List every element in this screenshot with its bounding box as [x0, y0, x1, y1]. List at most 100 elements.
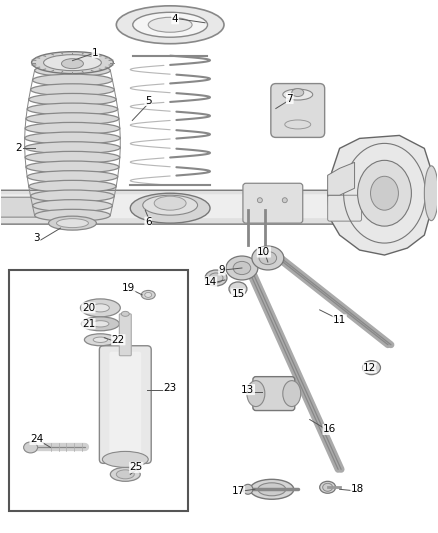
Text: 24: 24	[30, 434, 43, 445]
Ellipse shape	[259, 252, 277, 264]
Text: 12: 12	[363, 362, 376, 373]
Ellipse shape	[25, 142, 120, 154]
Text: 9: 9	[219, 265, 225, 275]
Ellipse shape	[49, 216, 96, 230]
FancyBboxPatch shape	[0, 197, 59, 217]
Text: 11: 11	[333, 315, 346, 325]
Ellipse shape	[29, 93, 116, 106]
Ellipse shape	[133, 12, 208, 37]
Ellipse shape	[229, 282, 247, 296]
Text: 6: 6	[145, 217, 152, 227]
Ellipse shape	[117, 470, 134, 479]
Text: 13: 13	[241, 385, 254, 394]
Ellipse shape	[117, 6, 224, 44]
FancyBboxPatch shape	[0, 194, 342, 218]
Ellipse shape	[61, 59, 83, 69]
Text: 21: 21	[82, 319, 95, 329]
Ellipse shape	[24, 442, 38, 453]
Ellipse shape	[121, 311, 129, 317]
Ellipse shape	[371, 176, 399, 210]
Ellipse shape	[233, 261, 251, 274]
Ellipse shape	[247, 381, 265, 407]
Ellipse shape	[85, 334, 117, 346]
Ellipse shape	[26, 113, 119, 125]
Text: 19: 19	[122, 283, 135, 293]
FancyBboxPatch shape	[328, 195, 361, 221]
Ellipse shape	[32, 200, 113, 212]
Ellipse shape	[424, 166, 438, 221]
Text: 5: 5	[145, 95, 152, 106]
Ellipse shape	[25, 151, 120, 164]
Ellipse shape	[283, 198, 287, 203]
Text: 17: 17	[231, 486, 244, 496]
Ellipse shape	[205, 270, 227, 286]
Ellipse shape	[27, 171, 118, 183]
Text: 1: 1	[92, 47, 99, 58]
Ellipse shape	[252, 246, 284, 270]
Ellipse shape	[32, 74, 113, 86]
Ellipse shape	[226, 256, 258, 280]
Text: 23: 23	[163, 383, 177, 393]
Ellipse shape	[243, 484, 253, 494]
Text: 16: 16	[323, 424, 336, 434]
FancyBboxPatch shape	[99, 346, 151, 463]
Ellipse shape	[102, 451, 148, 467]
Ellipse shape	[81, 299, 120, 317]
Ellipse shape	[143, 195, 198, 215]
Ellipse shape	[27, 103, 118, 115]
Text: 18: 18	[351, 484, 364, 494]
Ellipse shape	[110, 467, 140, 481]
FancyBboxPatch shape	[253, 377, 295, 410]
Ellipse shape	[141, 290, 155, 300]
Ellipse shape	[31, 84, 114, 96]
Ellipse shape	[145, 293, 152, 297]
Ellipse shape	[35, 209, 110, 221]
Ellipse shape	[292, 88, 304, 96]
Text: 25: 25	[130, 462, 143, 472]
Ellipse shape	[81, 317, 119, 331]
FancyBboxPatch shape	[119, 314, 131, 356]
FancyBboxPatch shape	[243, 183, 303, 223]
Bar	[9, 270, 188, 511]
Polygon shape	[328, 135, 431, 255]
Ellipse shape	[258, 483, 286, 496]
Ellipse shape	[357, 160, 411, 226]
Ellipse shape	[25, 132, 120, 144]
Ellipse shape	[323, 483, 332, 491]
Ellipse shape	[250, 479, 294, 499]
Polygon shape	[328, 163, 355, 195]
Text: 15: 15	[231, 289, 244, 299]
Ellipse shape	[154, 196, 186, 210]
FancyBboxPatch shape	[110, 352, 141, 455]
FancyBboxPatch shape	[271, 84, 325, 138]
Ellipse shape	[258, 198, 262, 203]
Ellipse shape	[320, 481, 336, 493]
Text: 20: 20	[82, 303, 95, 313]
Ellipse shape	[26, 161, 119, 173]
Ellipse shape	[92, 304, 110, 312]
Text: 3: 3	[33, 233, 40, 243]
Text: 4: 4	[172, 14, 178, 24]
Ellipse shape	[93, 337, 108, 343]
Ellipse shape	[283, 381, 301, 407]
Text: 2: 2	[15, 143, 22, 154]
FancyBboxPatch shape	[0, 190, 360, 224]
Ellipse shape	[130, 193, 210, 223]
Ellipse shape	[92, 321, 109, 327]
Ellipse shape	[32, 52, 113, 74]
Text: 10: 10	[257, 247, 270, 257]
Ellipse shape	[363, 361, 381, 375]
Ellipse shape	[209, 273, 223, 283]
Ellipse shape	[35, 64, 110, 76]
Text: 14: 14	[203, 277, 217, 287]
Text: 22: 22	[112, 335, 125, 345]
Text: 7: 7	[286, 93, 293, 103]
Ellipse shape	[31, 190, 114, 202]
Ellipse shape	[57, 219, 88, 228]
Ellipse shape	[283, 89, 313, 100]
Ellipse shape	[29, 180, 116, 192]
Ellipse shape	[43, 55, 101, 71]
Ellipse shape	[148, 17, 192, 32]
Ellipse shape	[367, 364, 377, 372]
Ellipse shape	[25, 123, 120, 134]
